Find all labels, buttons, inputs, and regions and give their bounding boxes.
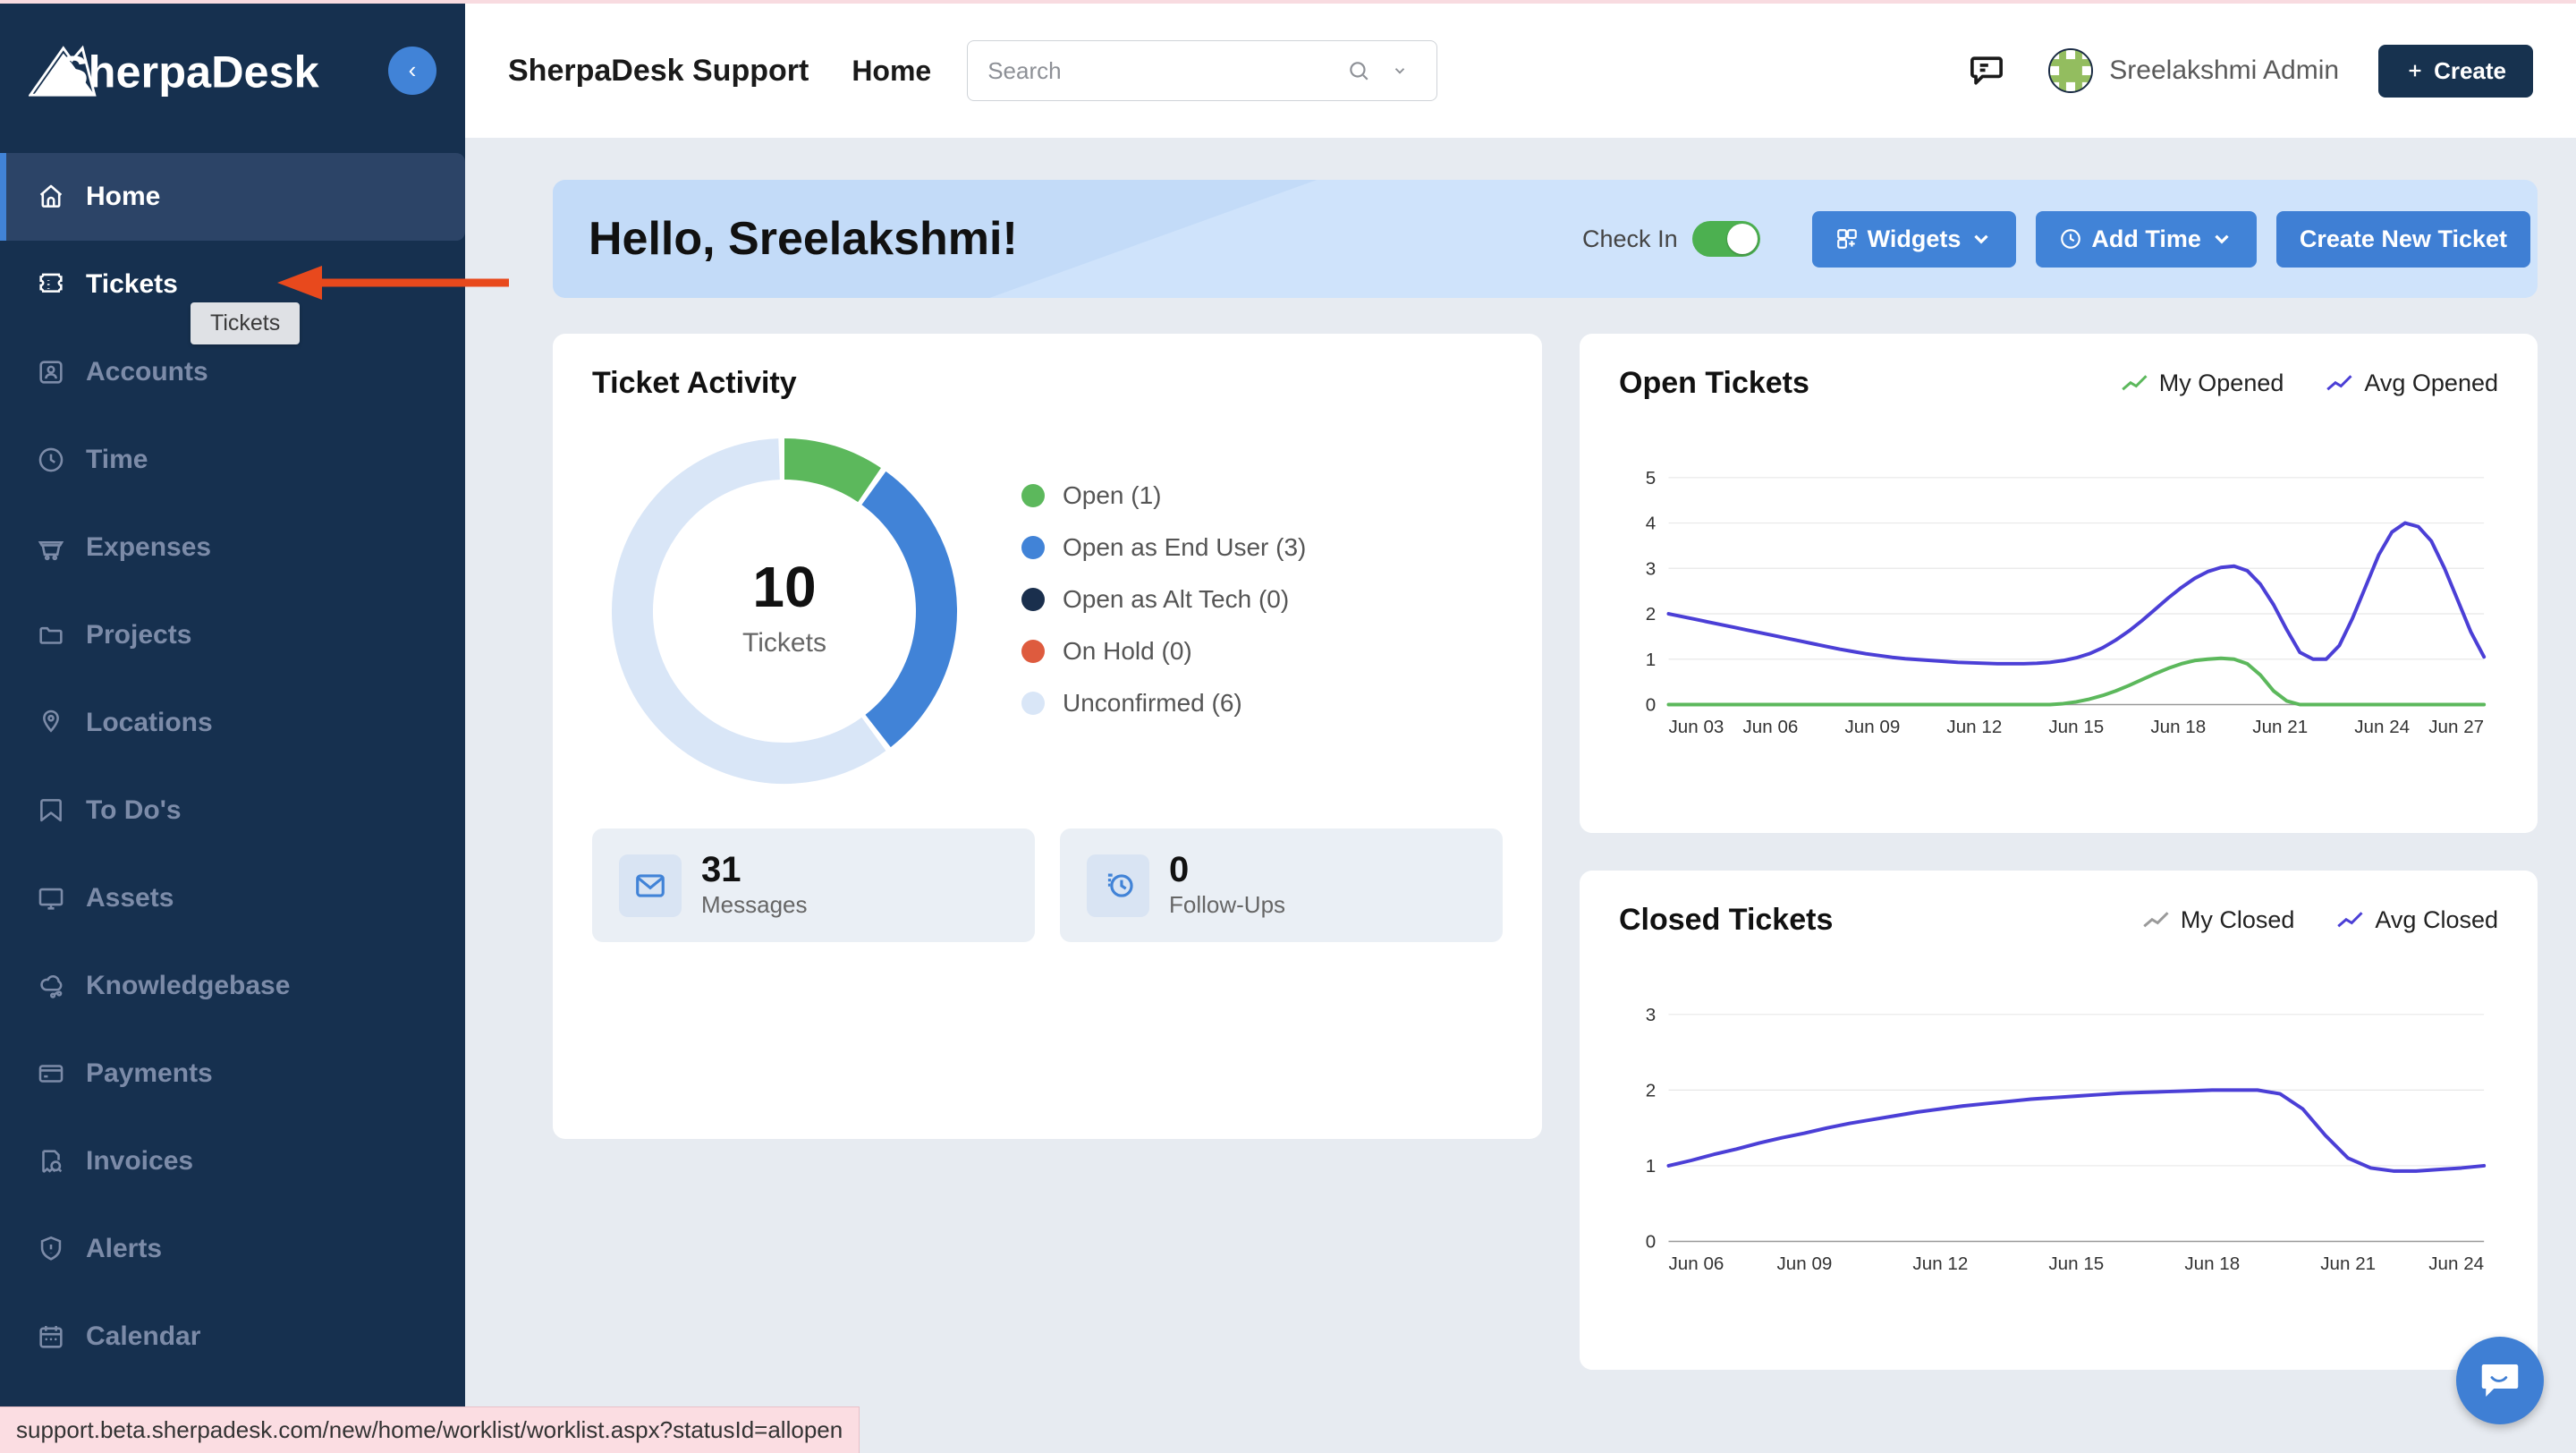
svg-text:0: 0	[1646, 1232, 1656, 1253]
svg-text:Jun 24: Jun 24	[2354, 717, 2410, 737]
svg-text:Jun 06: Jun 06	[1743, 717, 1799, 737]
svg-text:Jun 21: Jun 21	[2320, 1253, 2376, 1274]
svg-text:Jun 12: Jun 12	[1912, 1253, 1968, 1274]
svg-text:Tickets: Tickets	[742, 628, 826, 658]
svg-text:2: 2	[1646, 604, 1656, 625]
svg-text:10: 10	[752, 555, 816, 619]
svg-text:Jun 24: Jun 24	[2428, 1253, 2484, 1274]
svg-text:Jun 09: Jun 09	[1844, 717, 1900, 737]
svg-text:1: 1	[1646, 1156, 1656, 1177]
svg-text:5: 5	[1646, 468, 1656, 489]
svg-text:Jun 18: Jun 18	[2150, 717, 2206, 737]
svg-text:Jun 21: Jun 21	[2252, 717, 2308, 737]
svg-text:Jun 18: Jun 18	[2184, 1253, 2240, 1274]
svg-text:4: 4	[1646, 514, 1656, 534]
svg-text:Jun 27: Jun 27	[2428, 717, 2484, 737]
svg-text:3: 3	[1646, 1005, 1656, 1025]
svg-text:SherpaDesk: SherpaDesk	[58, 46, 320, 97]
svg-text:Jun 06: Jun 06	[1668, 1253, 1724, 1274]
svg-text:0: 0	[1646, 695, 1656, 716]
svg-text:Jun 15: Jun 15	[2048, 717, 2104, 737]
svg-text:Jun 15: Jun 15	[2048, 1253, 2104, 1274]
svg-text:1: 1	[1646, 650, 1656, 670]
svg-text:Jun 09: Jun 09	[1776, 1253, 1832, 1274]
svg-text:Jun 03: Jun 03	[1668, 717, 1724, 737]
svg-text:Jun 12: Jun 12	[1946, 717, 2002, 737]
svg-text:2: 2	[1646, 1081, 1656, 1101]
svg-text:3: 3	[1646, 558, 1656, 579]
